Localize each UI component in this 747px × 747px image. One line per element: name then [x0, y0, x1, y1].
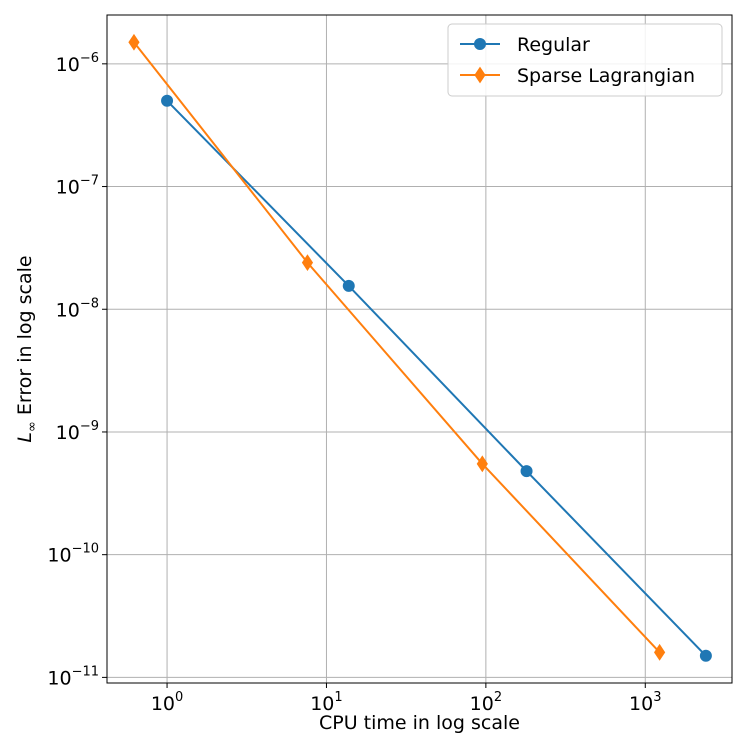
- x-axis-label: CPU time in log scale: [319, 712, 520, 734]
- legend: Regular Sparse Lagrangian: [447, 23, 723, 97]
- series-line: [133, 41, 661, 654]
- legend-label: Sparse Lagrangian: [517, 65, 695, 87]
- y-axis-label-main: L: [14, 432, 36, 443]
- y-tick-exp: −8: [80, 296, 99, 311]
- plot-frame: [106, 14, 733, 684]
- y-tick-exp: −11: [72, 664, 99, 679]
- y-tick-base: 10: [47, 667, 71, 689]
- y-tick-label: 10−8: [56, 296, 99, 321]
- y-tick-label: 10−6: [56, 51, 99, 76]
- data-point: [476, 455, 488, 473]
- y-tick-base: 10: [56, 54, 80, 76]
- x-tick-exp: 1: [334, 690, 342, 705]
- data-point: [128, 33, 140, 51]
- y-axis-label: L∞ Error in log scale: [14, 255, 40, 442]
- legend-marker: [474, 38, 486, 50]
- x-tick-base: 10: [470, 693, 494, 715]
- x-tick-base: 10: [629, 693, 653, 715]
- y-tick-label: 10−10: [47, 542, 99, 567]
- x-tick-base: 10: [310, 693, 334, 715]
- series-sparse-lagrangian: [128, 33, 666, 661]
- data-point: [342, 279, 355, 292]
- x-tick-label: 102: [470, 690, 502, 715]
- data-point: [654, 643, 666, 661]
- y-tick-exp: −9: [80, 419, 99, 434]
- series-regular: [161, 94, 712, 662]
- legend-marker: [474, 66, 486, 84]
- y-tick-label: 10−7: [56, 174, 99, 199]
- x-tick-label: 100: [151, 690, 183, 715]
- legend-label: Regular: [517, 34, 590, 56]
- series-layer: [128, 33, 712, 662]
- data-point: [161, 94, 174, 107]
- x-tick-base: 10: [151, 693, 175, 715]
- x-tick-exp: 3: [653, 690, 661, 705]
- x-tick-label: 103: [629, 690, 661, 715]
- y-axis-label-sub: ∞: [25, 421, 40, 432]
- y-tick-base: 10: [56, 299, 80, 321]
- x-tick-exp: 2: [494, 690, 502, 705]
- data-point: [520, 465, 533, 478]
- x-tick-label: 101: [310, 690, 342, 715]
- series-line: [166, 100, 707, 657]
- legend-entry: Sparse Lagrangian: [460, 65, 695, 87]
- y-tick-exp: −6: [80, 51, 99, 66]
- y-tick-exp: −7: [80, 174, 99, 189]
- y-tick-base: 10: [56, 177, 80, 199]
- y-tick-label: 10−9: [56, 419, 99, 444]
- x-tick-exp: 0: [175, 690, 183, 705]
- y-tick-base: 10: [47, 545, 71, 567]
- grid: [107, 15, 732, 683]
- y-tick-label: 10−11: [47, 664, 99, 689]
- y-axis-label-rest: Error in log scale: [14, 255, 36, 421]
- data-point: [301, 254, 314, 271]
- legend-entry: Regular: [460, 34, 590, 56]
- legend-box: [447, 23, 723, 97]
- y-tick-exp: −10: [72, 542, 99, 557]
- y-tick-base: 10: [56, 422, 80, 444]
- data-point: [699, 649, 712, 662]
